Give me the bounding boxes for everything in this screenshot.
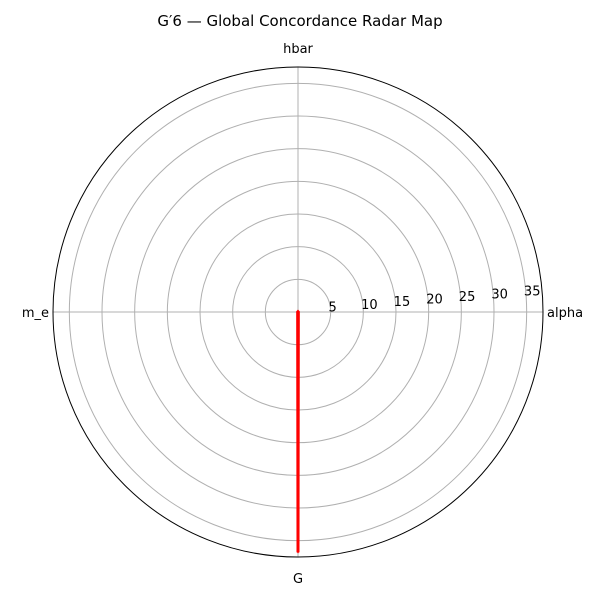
radial-tick-label-5: 5: [329, 300, 337, 315]
radial-tick-label-10: 10: [361, 298, 378, 313]
axis-label-G: G: [293, 572, 303, 587]
radial-tick-label-30: 30: [491, 287, 508, 302]
radial-tick-label-20: 20: [426, 293, 443, 308]
radial-tick-label-15: 15: [394, 295, 411, 310]
axis-label-m_e: m_e: [22, 306, 49, 321]
series-point-m_e: [296, 311, 299, 313]
series-layer: [296, 309, 300, 554]
axis-labels: alpha hbar m_e G: [22, 42, 583, 587]
radial-tick-labels: 5 10 15 20 25 30 35: [329, 285, 541, 316]
series-line-0: [296, 309, 300, 553]
outer-frame: [52, 66, 544, 558]
axis-label-hbar: hbar: [283, 42, 313, 57]
radial-tick-label-25: 25: [459, 290, 476, 305]
axis-label-alpha: alpha: [547, 306, 583, 321]
chart-title: G′6 — Global Concordance Radar Map: [157, 12, 443, 30]
radial-tick-label-35: 35: [524, 285, 541, 300]
series-point-G: [297, 551, 299, 554]
